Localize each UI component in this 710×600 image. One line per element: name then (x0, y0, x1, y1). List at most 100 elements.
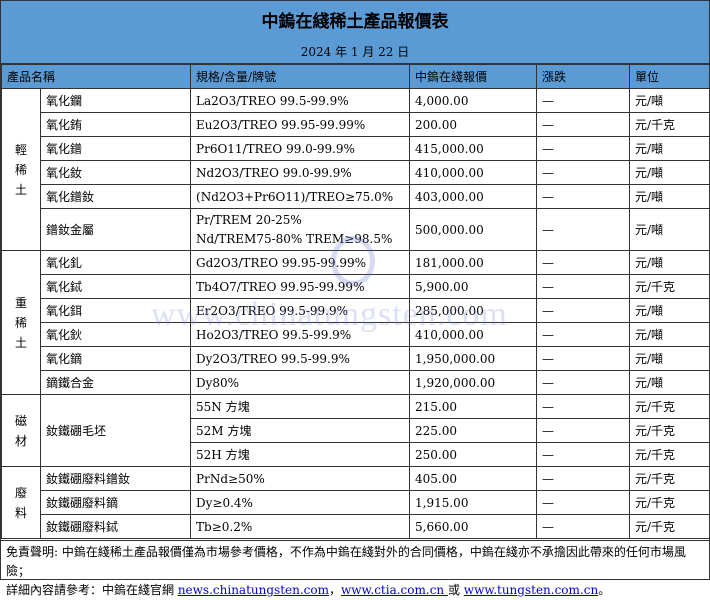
category-cell: 磁材 (1, 394, 41, 467)
change-cell: — (536, 346, 631, 371)
change-cell: — (536, 136, 631, 161)
change-cell: — (536, 298, 631, 323)
price-cell: 410,000.00 (409, 322, 538, 347)
spec-cell: Pr6O11/TREO 99.0-99.9% (190, 136, 411, 161)
product-name: 氧化鐠釹 (39, 184, 192, 209)
unit-cell: 元/千克 (629, 514, 710, 539)
table-row: 重稀土 氧化釓 Gd2O3/TREO 99.95-99.99% 181,000.00—… (1, 250, 710, 395)
table-row: 氧化鐠 Pr6O11/TREO 99.0-99.9% 415,000.00— 元/噸 (2, 136, 710, 161)
price-cell: 181,000.00 (409, 250, 538, 275)
period: 。 (598, 583, 611, 597)
product-name: 釹鐵硼廢料鏑 (39, 490, 192, 515)
table-row: 氧化鈥 Ho2O3/TREO 99.5-99.9% 410,000.00— 元/噸 (2, 322, 710, 347)
spec-cell: Tb≥0.2% (190, 514, 411, 539)
table-row: 釹鐵硼廢料鏑 Dy≥0.4% 1,915.00— 元/千克 (2, 490, 710, 515)
header-change: 漲跌 (536, 64, 631, 89)
spec-cell: 55N 方塊 (190, 394, 411, 419)
product-name: 氧化鋱 (39, 274, 192, 299)
spec-cell: Gd2O3/TREO 99.95-99.99% (190, 250, 411, 275)
unit-cell: 元/噸 (629, 208, 710, 251)
change-cell: — (536, 184, 631, 209)
page-title: 中鎢在綫稀土產品報價表 (1, 1, 709, 41)
header-unit: 單位 (629, 64, 710, 89)
table-row: 氧化鋱 Tb4O7/TREO 99.95-99.99% 5,900.00— 元/千克 (2, 274, 710, 299)
spec-cell: Dy80% (190, 370, 411, 395)
unit-cell: 元/千克 (629, 490, 710, 515)
change-cell: — (536, 442, 631, 467)
header-spec: 規格/含量/牌號 (190, 64, 411, 89)
unit-cell: 元/噸 (629, 346, 710, 371)
unit-cell: 元/千克 (629, 442, 710, 467)
product-name: 釹鐵硼毛坯 (39, 394, 192, 467)
change-cell: — (536, 322, 631, 347)
price-cell: 225.00 (409, 418, 538, 443)
product-name: 氧化釹 (39, 160, 192, 185)
unit-cell: 元/千克 (629, 394, 710, 419)
unit-cell: 元/噸 (629, 298, 710, 323)
price-cell: 5,660.00 (409, 514, 538, 539)
unit-cell: 元/千克 (629, 418, 710, 443)
price-cell: 415,000.00 (409, 136, 538, 161)
spec-cell: 52H 方塊 (190, 442, 411, 467)
price-cell: 403,000.00 (409, 184, 538, 209)
price-cell: 405.00 (409, 466, 538, 491)
unit-cell: 元/噸 (629, 136, 710, 161)
price-cell: 500,000.00 (409, 208, 538, 251)
link-tungsten[interactable]: www.tungsten.com.cn (463, 583, 599, 597)
spec-cell: Dy2O3/TREO 99.5-99.9% (190, 346, 411, 371)
product-name: 鐠釹金屬 (39, 208, 192, 251)
spec-line: Pr/TREM 20-25% (196, 212, 302, 227)
change-cell: — (536, 208, 631, 251)
category-cell: 廢料 (1, 466, 41, 539)
header-product-name: 產品名稱 (0, 64, 192, 89)
change-cell: — (536, 490, 631, 515)
spec-cell: Dy≥0.4% (190, 490, 411, 515)
unit-cell: 元/噸 (629, 370, 710, 395)
unit-cell: 元/噸 (629, 322, 710, 347)
change-cell: — (536, 514, 631, 539)
spec-line: Nd/TREM75-80% TREM≥98.5% (196, 231, 393, 246)
category-cell: 輕稀土 (1, 88, 41, 251)
unit-cell: 元/噸 (629, 250, 710, 275)
unit-cell: 元/千克 (629, 466, 710, 491)
product-name: 氧化釓 (39, 250, 192, 275)
table-row: 磁材 釹鐵硼毛坯 55N 方塊 215.00— 元/千克 (1, 394, 710, 467)
price-cell: 285,000.00 (409, 298, 538, 323)
unit-cell: 元/噸 (629, 184, 710, 209)
reference-prefix: 詳細內容請參考：中鎢在綫官網 (6, 583, 178, 597)
table-header: 產品名稱 規格/含量/牌號 中鎢在綫報價 漲跌 單位 (0, 64, 710, 89)
unit-cell: 元/千克 (629, 112, 710, 137)
price-cell: 1,915.00 (409, 490, 538, 515)
product-name: 鏑鐵合金 (39, 370, 192, 395)
table-row: 52M 方塊 225.00— 元/千克 (2, 418, 710, 443)
change-cell: — (536, 370, 631, 395)
spec-cell: Nd2O3/TREO 99.0-99.9% (190, 160, 411, 185)
header-price: 中鎢在綫報價 (409, 64, 538, 89)
link-news-chinatungsten[interactable]: news.chinatungsten.com (177, 583, 329, 597)
date-label: 2024 年 1 月 22 日 (1, 41, 709, 64)
price-cell: 4,000.00 (409, 88, 538, 113)
price-cell: 410,000.00 (409, 160, 538, 185)
separator: ， (328, 583, 341, 597)
table-row: 氧化鉺 Er2O3/TREO 99.5-99.9% 285,000.00— 元/噸 (2, 298, 710, 323)
separator: 或 (447, 583, 464, 597)
product-name: 氧化鏑 (39, 346, 192, 371)
product-name: 氧化鉺 (39, 298, 192, 323)
change-cell: — (536, 394, 631, 419)
table-row: 鐠釹金屬 Pr/TREM 20-25% Nd/TREM75-80% TREM≥98.… (2, 208, 710, 251)
price-cell: 250.00 (409, 442, 538, 467)
table-row: 氧化釹 Nd2O3/TREO 99.0-99.9% 410,000.00— 元/噸 (2, 160, 710, 185)
change-cell: — (536, 418, 631, 443)
spec-cell: (Nd2O3+Pr6O11)/TREO≥75.0% (190, 184, 411, 209)
product-name: 氧化鈥 (39, 322, 192, 347)
table-row: 廢料 釹鐵硼廢料鐠釹 PrNd≥50% 405.00— 元/千克 (1, 466, 710, 539)
price-table: 產品名稱 規格/含量/牌號 中鎢在綫報價 漲跌 單位 輕稀土 氧化鑭 La2O3/T… (0, 64, 710, 539)
price-cell: 200.00 (409, 112, 538, 137)
link-ctia[interactable]: www.ctia.com.cn (341, 583, 448, 597)
change-cell: — (536, 160, 631, 185)
table-row: 釹鐵硼廢料鋱 Tb≥0.2% 5,660.00— 元/千克 (2, 514, 710, 539)
product-name: 氧化鑭 (39, 88, 192, 113)
table-row: 52H 方塊 250.00— 元/千克 (2, 442, 710, 467)
spec-cell: Eu2O3/TREO 99.95-99.99% (190, 112, 411, 137)
